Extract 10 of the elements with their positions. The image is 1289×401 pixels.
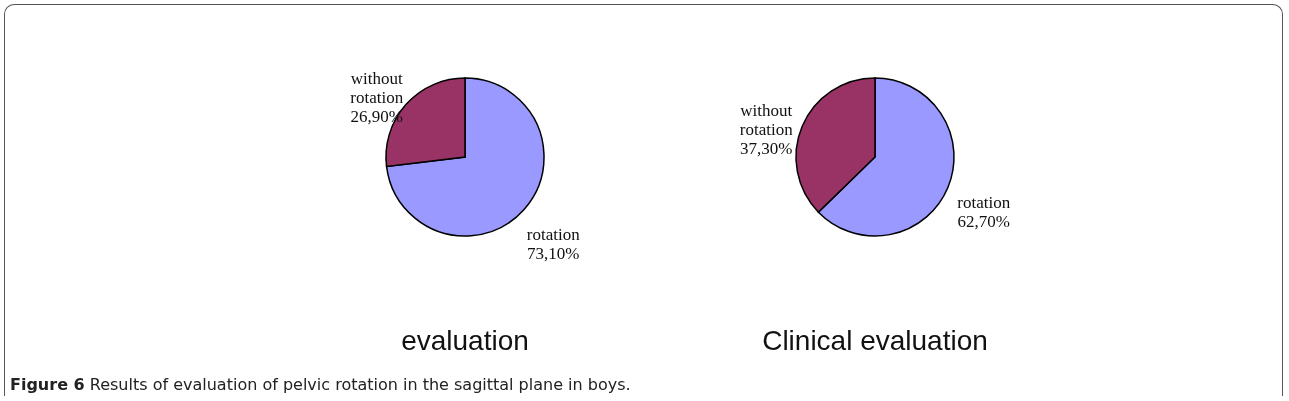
text: evaluation	[401, 325, 529, 356]
slice-label: without rotation	[739, 101, 794, 140]
slice-label: without rotation	[350, 68, 404, 107]
slice-label: rotation	[957, 192, 1011, 212]
text: Clinical evaluation	[762, 325, 988, 356]
slice-label: rotation	[526, 225, 581, 245]
data-label: 62,70%	[957, 211, 1010, 231]
data-label: 37,30%	[740, 139, 793, 159]
caption: Figure 6 Results of evaluation of pelvic rotation in the sagittal plane in boys.	[10, 375, 631, 394]
data-label: 73,10%	[527, 244, 580, 264]
